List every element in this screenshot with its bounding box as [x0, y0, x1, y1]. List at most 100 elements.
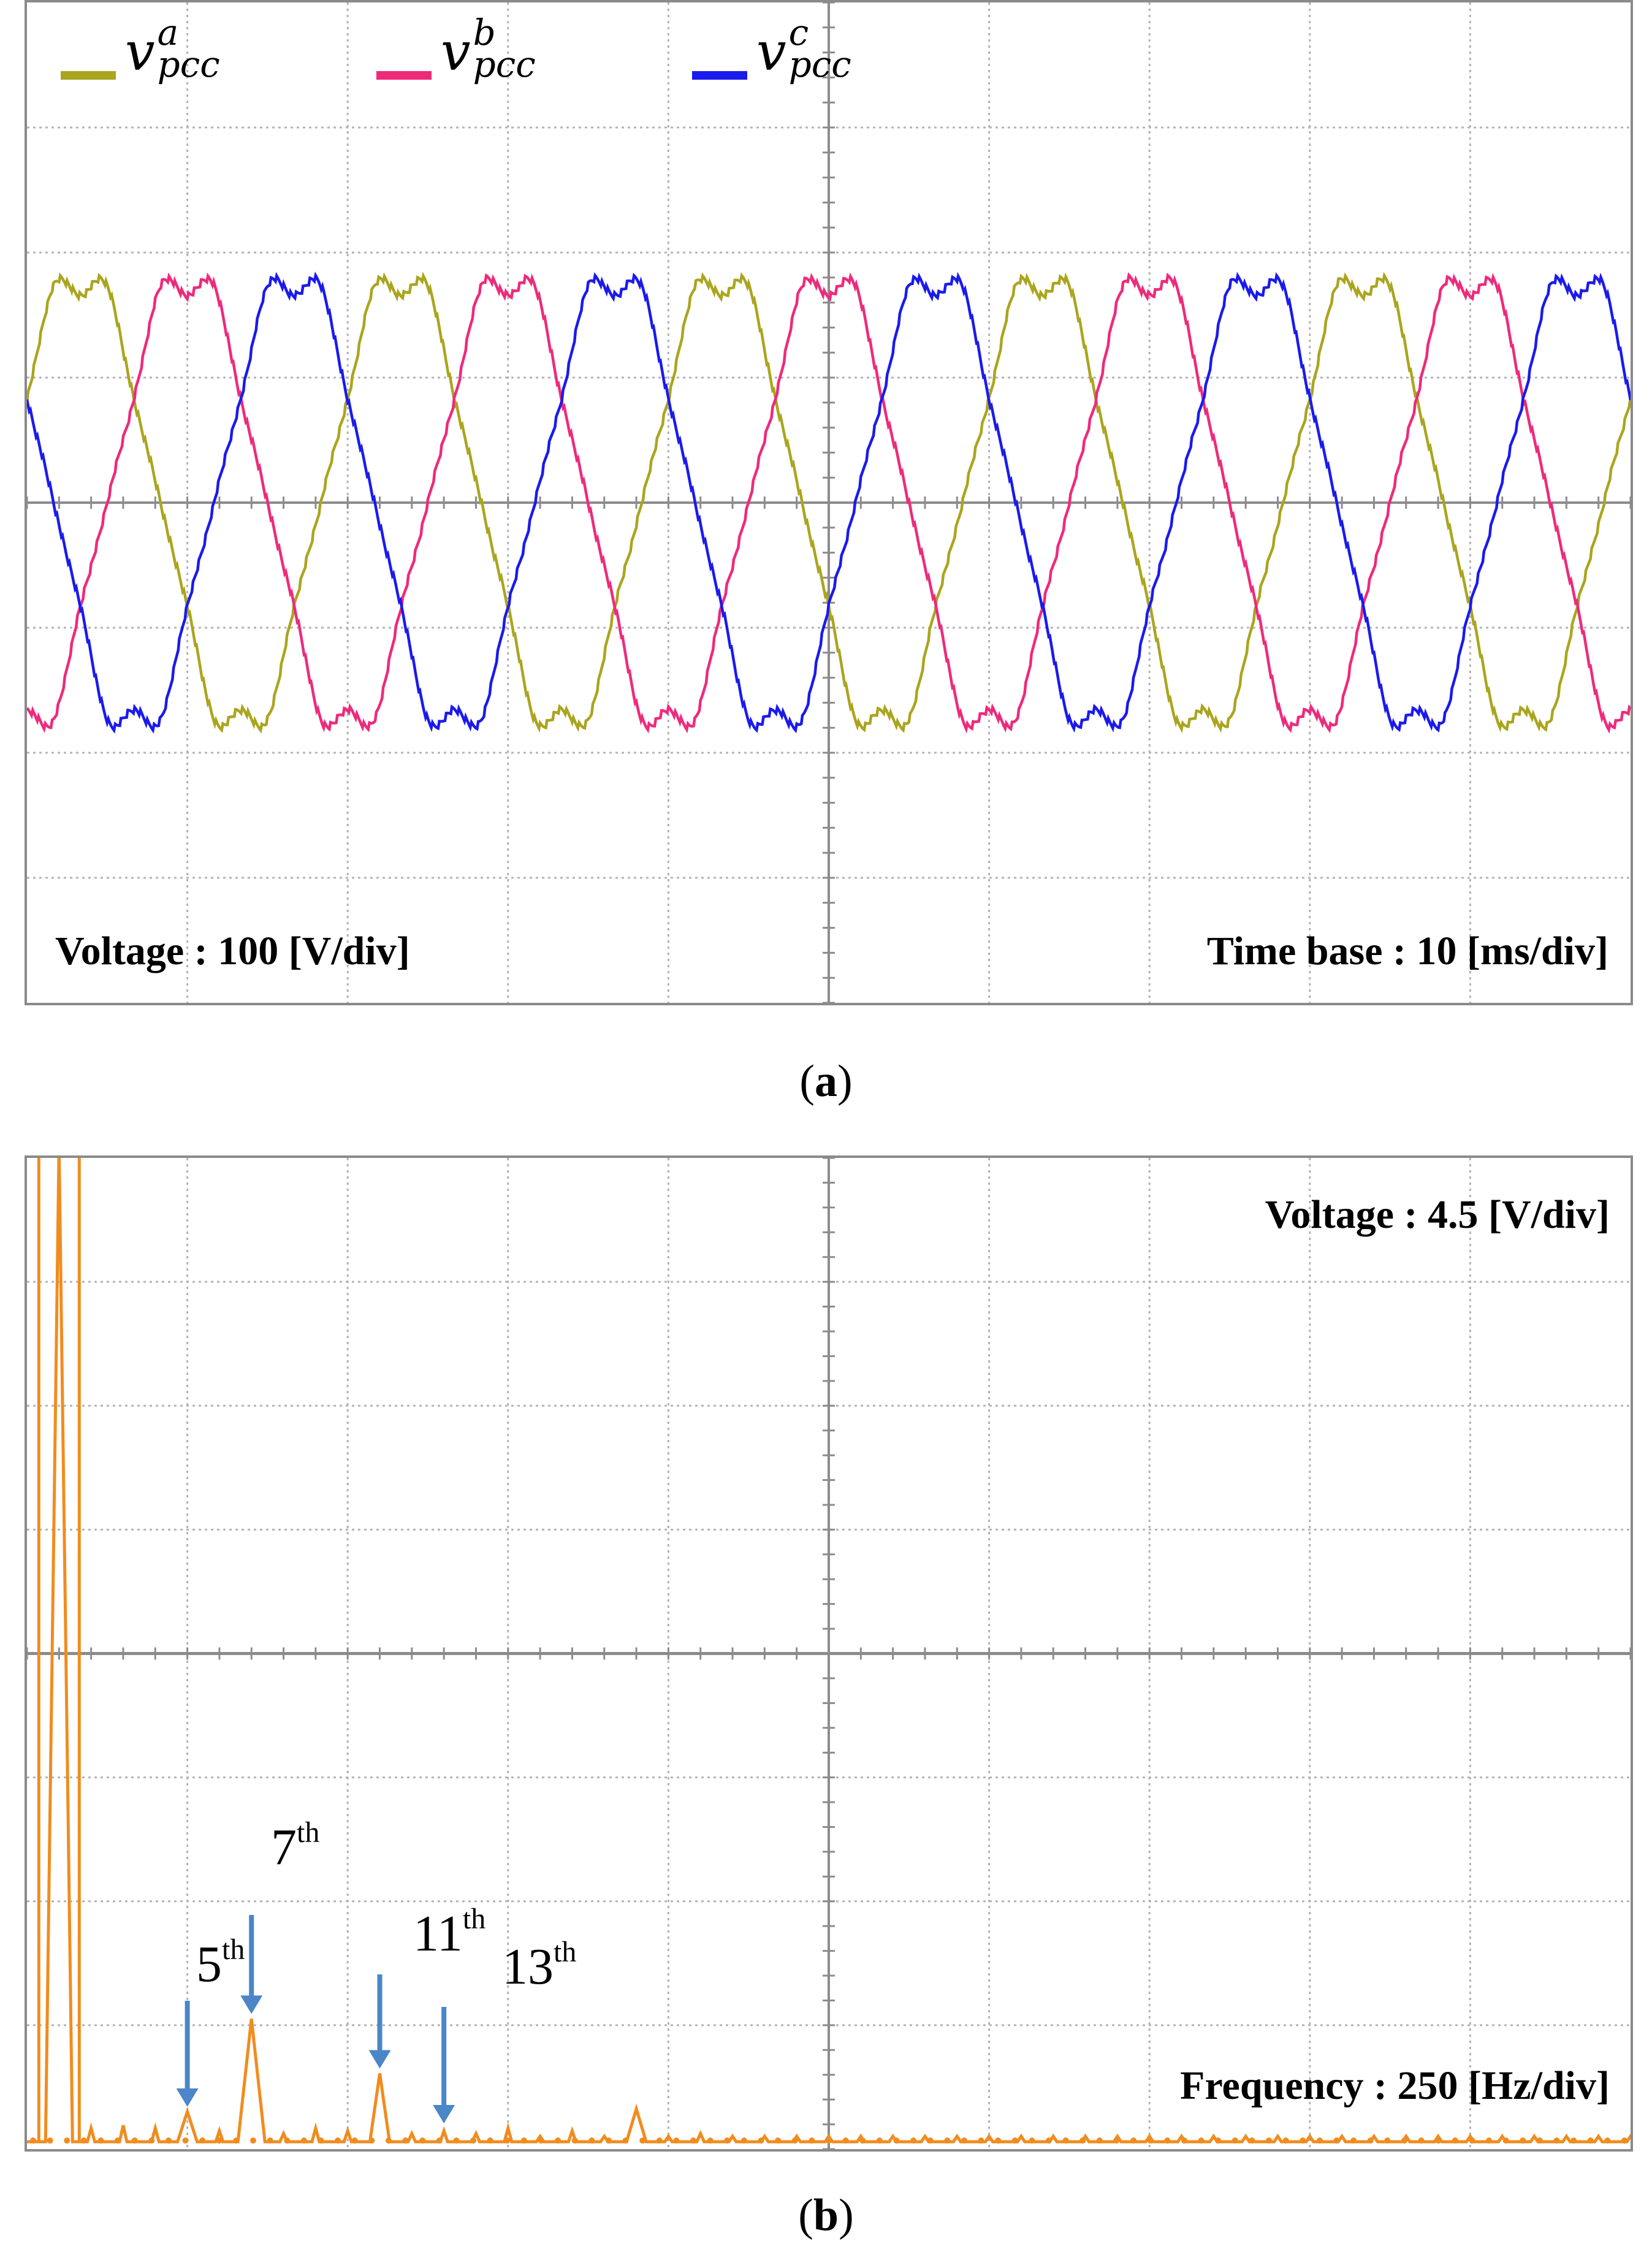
sample-marker — [267, 2137, 273, 2144]
sample-marker — [1181, 2137, 1187, 2144]
sample-marker — [300, 2137, 307, 2144]
time-base-label: Time base : 10 [ms/div] — [1206, 929, 1608, 973]
legend-swatch-vb — [376, 71, 432, 80]
sample-marker — [1249, 2137, 1255, 2144]
sample-marker — [571, 2137, 578, 2144]
harmonic-label-5th: 5th — [196, 1933, 245, 1993]
sample-marker — [1011, 2137, 1018, 2144]
sample-marker — [80, 2137, 87, 2144]
sample-marker — [520, 2137, 527, 2144]
sample-marker — [1266, 2137, 1273, 2144]
sample-marker — [216, 2137, 223, 2144]
sample-marker — [538, 2137, 544, 2144]
legend-swatch-va — [61, 71, 116, 80]
sample-marker — [927, 2137, 934, 2144]
sample-marker — [978, 2137, 984, 2144]
sample-marker — [1384, 2137, 1391, 2144]
sample-marker — [893, 2137, 900, 2144]
sample-marker — [826, 2137, 832, 2144]
sample-marker — [1046, 2137, 1052, 2144]
spectrum-panel: Voltage : 4.5 [V/div] Frequency : 250 [H… — [25, 1155, 1633, 2152]
sample-marker — [809, 2137, 815, 2144]
sample-marker — [1282, 2137, 1289, 2144]
sample-marker — [1147, 2137, 1154, 2144]
sample-marker — [775, 2137, 782, 2144]
caption-a: (a) — [799, 1056, 853, 1106]
grid — [27, 1158, 1631, 2149]
sample-marker — [199, 2137, 206, 2144]
sample-marker — [1096, 2137, 1103, 2144]
sample-marker — [1401, 2137, 1407, 2144]
sample-marker — [842, 2137, 849, 2144]
sample-marker — [1198, 2137, 1205, 2144]
sample-marker — [47, 2137, 53, 2144]
sample-marker — [351, 2137, 358, 2144]
time-domain-panel: v a pcc v b pcc v c pcc Voltage : 100 [V/div] … — [25, 0, 1633, 1005]
sample-marker — [97, 2137, 104, 2144]
sample-marker — [961, 2137, 967, 2144]
sample-marker — [1300, 2137, 1306, 2144]
sample-marker — [1316, 2137, 1323, 2144]
sample-marker — [876, 2137, 883, 2144]
sample-marker — [470, 2137, 477, 2144]
sample-marker — [182, 2137, 189, 2144]
legend-swatch-vc — [692, 71, 747, 80]
sample-marker — [436, 2137, 443, 2144]
sample-marker — [588, 2137, 595, 2144]
sample-marker — [250, 2137, 257, 2144]
sample-marker — [622, 2137, 629, 2144]
sample-marker — [791, 2137, 798, 2144]
sample-marker — [233, 2137, 240, 2144]
sample-marker — [148, 2137, 155, 2144]
sample-marker — [1502, 2137, 1509, 2144]
harmonic-arrow-head — [240, 1995, 263, 2014]
sample-marker — [30, 2137, 36, 2144]
sample-marker — [724, 2137, 731, 2144]
sample-marker — [656, 2137, 663, 2144]
sample-marker — [419, 2137, 426, 2144]
voltage-scale-label: Voltage : 100 [V/div] — [55, 929, 410, 973]
time-domain-plot — [27, 2, 1631, 1003]
sample-marker — [115, 2137, 121, 2144]
sample-marker — [758, 2137, 764, 2144]
caption-letter-a: a — [815, 1056, 837, 1106]
spectrum-plot — [27, 1158, 1631, 2149]
grid — [27, 2, 1631, 1003]
sample-marker — [1486, 2137, 1493, 2144]
sample-marker — [1621, 2137, 1627, 2144]
sample-marker — [1231, 2137, 1238, 2144]
harmonic-arrow-head — [176, 2088, 199, 2107]
sample-marker — [1350, 2137, 1357, 2144]
sample-marker — [707, 2137, 714, 2144]
sample-marker — [1062, 2137, 1069, 2144]
sample-marker — [1113, 2137, 1120, 2144]
sample-marker — [1604, 2137, 1611, 2144]
sample-marker — [1164, 2137, 1171, 2144]
sample-marker — [1130, 2137, 1137, 2144]
harmonic-label-13th: 13th — [502, 1936, 577, 1995]
sample-marker — [487, 2137, 493, 2144]
sample-marker — [1587, 2137, 1594, 2144]
trace-vc — [27, 271, 1631, 734]
sample-marker — [284, 2137, 291, 2144]
sample-marker — [1333, 2137, 1340, 2144]
sample-marker — [504, 2137, 511, 2144]
legend-label-vb: v b pcc — [441, 12, 536, 85]
sample-marker — [402, 2137, 409, 2144]
harmonic-arrow-head — [433, 2105, 455, 2123]
spectrum-voltage-label: Voltage : 4.5 [V/div] — [1265, 1192, 1610, 1237]
sample-marker — [639, 2137, 646, 2144]
sample-marker — [995, 2137, 1002, 2144]
sample-marker — [1029, 2137, 1035, 2144]
sample-marker — [1520, 2137, 1526, 2144]
sample-marker — [1435, 2137, 1442, 2144]
sample-marker — [605, 2137, 612, 2144]
frequency-label: Frequency : 250 [Hz/div] — [1180, 2063, 1610, 2108]
sample-marker — [1418, 2137, 1425, 2144]
sample-marker — [165, 2137, 172, 2144]
sample-marker — [910, 2137, 917, 2144]
legend-label-vc: v c pcc — [756, 12, 851, 85]
sample-marker — [318, 2137, 324, 2144]
caption-b: (b) — [798, 2190, 854, 2240]
harmonic-label-11th: 11th — [413, 1903, 486, 1962]
